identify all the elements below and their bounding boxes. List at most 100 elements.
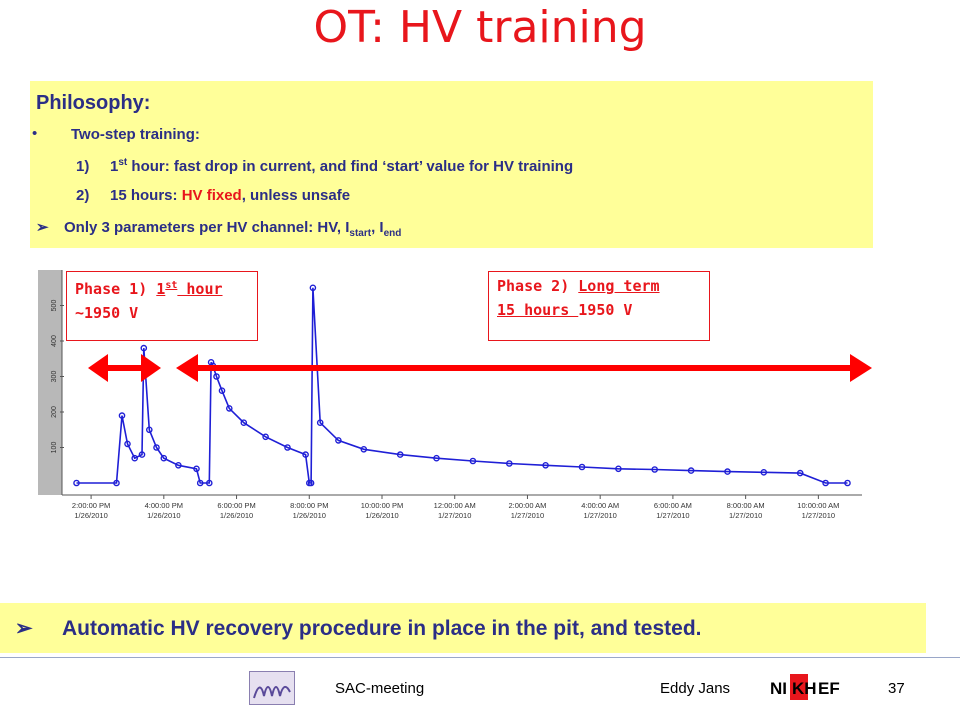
footer-divider: [0, 657, 960, 658]
x-tick-time: 10:00:00 PM: [361, 501, 404, 510]
phase1-label-box: Phase 1) 1st hour ~1950 V: [66, 271, 258, 341]
phase1-line2: ~1950 V: [75, 304, 139, 322]
data-point: [153, 444, 160, 451]
footer-page-number: 37: [888, 680, 905, 697]
x-tick-date: 1/26/2010: [147, 511, 180, 520]
data-point: [160, 454, 168, 462]
x-tick-date: 1/27/2010: [802, 511, 835, 520]
phase2-line2: 15 hours 1950 V: [497, 298, 701, 322]
bullet-dot: •: [32, 125, 38, 142]
philosophy-heading: Philosophy:: [36, 92, 151, 114]
y-tick-label: 100: [51, 442, 58, 454]
phase2-line2-hours: 15 hours: [497, 301, 579, 319]
x-tick-date: 1/27/2010: [729, 511, 762, 520]
data-point: [73, 479, 80, 487]
x-tick-date: 1/27/2010: [511, 511, 544, 520]
phase1-arrow-left-head: [88, 354, 108, 382]
params-pre: Only 3 parameters per HV channel: HV, I: [64, 219, 350, 236]
footer-author: Eddy Jans: [660, 680, 731, 697]
step-one-sup: st: [118, 157, 128, 168]
y-axis-panel: [38, 270, 62, 495]
data-point: [196, 479, 204, 487]
x-tick-time: 10:00:00 AM: [797, 501, 839, 510]
conclusion-arrow-icon: ➢: [15, 617, 33, 640]
data-point: [113, 479, 120, 487]
data-point: [262, 433, 269, 441]
params-sub-end: end: [383, 228, 402, 239]
lhcb-logo: [249, 671, 295, 705]
x-tick-date: 1/27/2010: [656, 511, 689, 520]
step-two: 2) 15 hours: HV fixed, unless unsafe: [76, 187, 350, 204]
phase2-arrow-right-head: [850, 354, 872, 382]
x-tick-date: 1/26/2010: [220, 511, 253, 520]
data-point: [505, 460, 513, 467]
data-point: [360, 445, 368, 453]
two-step-bullet: Two-step training:: [71, 126, 200, 143]
data-point: [615, 465, 622, 473]
philosophy-box: Philosophy: • Two-step training: 1) 1st h…: [30, 81, 873, 248]
phase1-line1-sup: st: [165, 280, 178, 291]
step-one-pre: 1: [110, 158, 119, 175]
y-tick-label: 300: [51, 371, 58, 383]
step-two-pre: 15 hours:: [110, 187, 182, 204]
step-one-number: 1): [76, 158, 90, 175]
x-tick-time: 4:00:00 PM: [145, 501, 183, 510]
two-step-text: Two-step training:: [71, 126, 200, 143]
data-point: [225, 405, 233, 412]
x-tick-time: 2:00:00 PM: [72, 501, 110, 510]
phase2-line1-long-term: Long term: [578, 277, 660, 295]
series-line: [76, 287, 848, 484]
step-two-number: 2): [76, 187, 90, 204]
x-tick-time: 8:00:00 AM: [727, 501, 765, 510]
data-point: [316, 419, 324, 426]
phase2-label-box: Phase 2) Long term 15 hours 1950 V: [488, 271, 710, 341]
params-sub-start: start: [349, 228, 372, 239]
svg-text:EF: EF: [818, 679, 840, 698]
arrow-bullet-icon: ➢: [36, 219, 49, 236]
data-point: [193, 465, 200, 473]
x-tick-date: 1/27/2010: [438, 511, 471, 520]
x-tick-time: 2:00:00 AM: [508, 501, 546, 510]
svg-text:KH: KH: [792, 679, 817, 698]
data-point: [124, 440, 131, 448]
data-point: [145, 426, 153, 434]
data-point: [213, 373, 220, 380]
data-point: [796, 469, 804, 477]
x-tick-date: 1/27/2010: [583, 511, 616, 520]
data-point: [822, 479, 829, 487]
data-point: [687, 467, 695, 474]
nikhef-logo: NI KH EF: [768, 672, 852, 702]
step-one: 1) 1st hour: fast drop in current, and fi…: [76, 157, 573, 175]
data-point: [302, 451, 309, 458]
y-tick-label: 500: [51, 300, 58, 312]
y-tick-label: 400: [51, 335, 58, 347]
data-point: [309, 284, 317, 292]
phase1-line1-num: 1: [156, 280, 166, 298]
params-line: ➢ Only 3 parameters per HV channel: HV, I…: [36, 218, 401, 239]
phase1-arrow: [88, 354, 161, 382]
conclusion-box: ➢ Automatic HV recovery procedure in pla…: [0, 603, 926, 653]
data-point: [205, 479, 213, 487]
phase2-line1-pre: Phase 2): [497, 277, 579, 295]
data-point: [542, 461, 549, 469]
data-point: [140, 344, 148, 352]
step-one-post: hour: fast drop in current, and find ‘st…: [127, 158, 574, 175]
slide-title: OT: HV training: [313, 2, 647, 53]
data-point: [651, 466, 659, 473]
chart-area: 100 200 300 400 500 2:00:00 PM 1/26/2010 4:00:…: [0, 255, 960, 545]
x-tick-time: 8:00:00 PM: [290, 501, 328, 510]
data-point: [131, 454, 138, 462]
data-point: [396, 451, 404, 458]
x-tick-date: 1/26/2010: [74, 511, 107, 520]
phase1-line1-hour: hour: [177, 280, 223, 298]
x-tick-time: 4:00:00 AM: [581, 501, 619, 510]
data-point: [240, 419, 248, 426]
phase2-arrow-left-head: [176, 354, 198, 382]
data-point: [218, 387, 226, 394]
step-two-red: HV fixed: [181, 187, 242, 204]
phase2-arrow: [176, 354, 872, 382]
data-point: [844, 479, 851, 487]
x-tick-time: 6:00:00 PM: [217, 501, 255, 510]
x-tick-time: 6:00:00 AM: [654, 501, 692, 510]
